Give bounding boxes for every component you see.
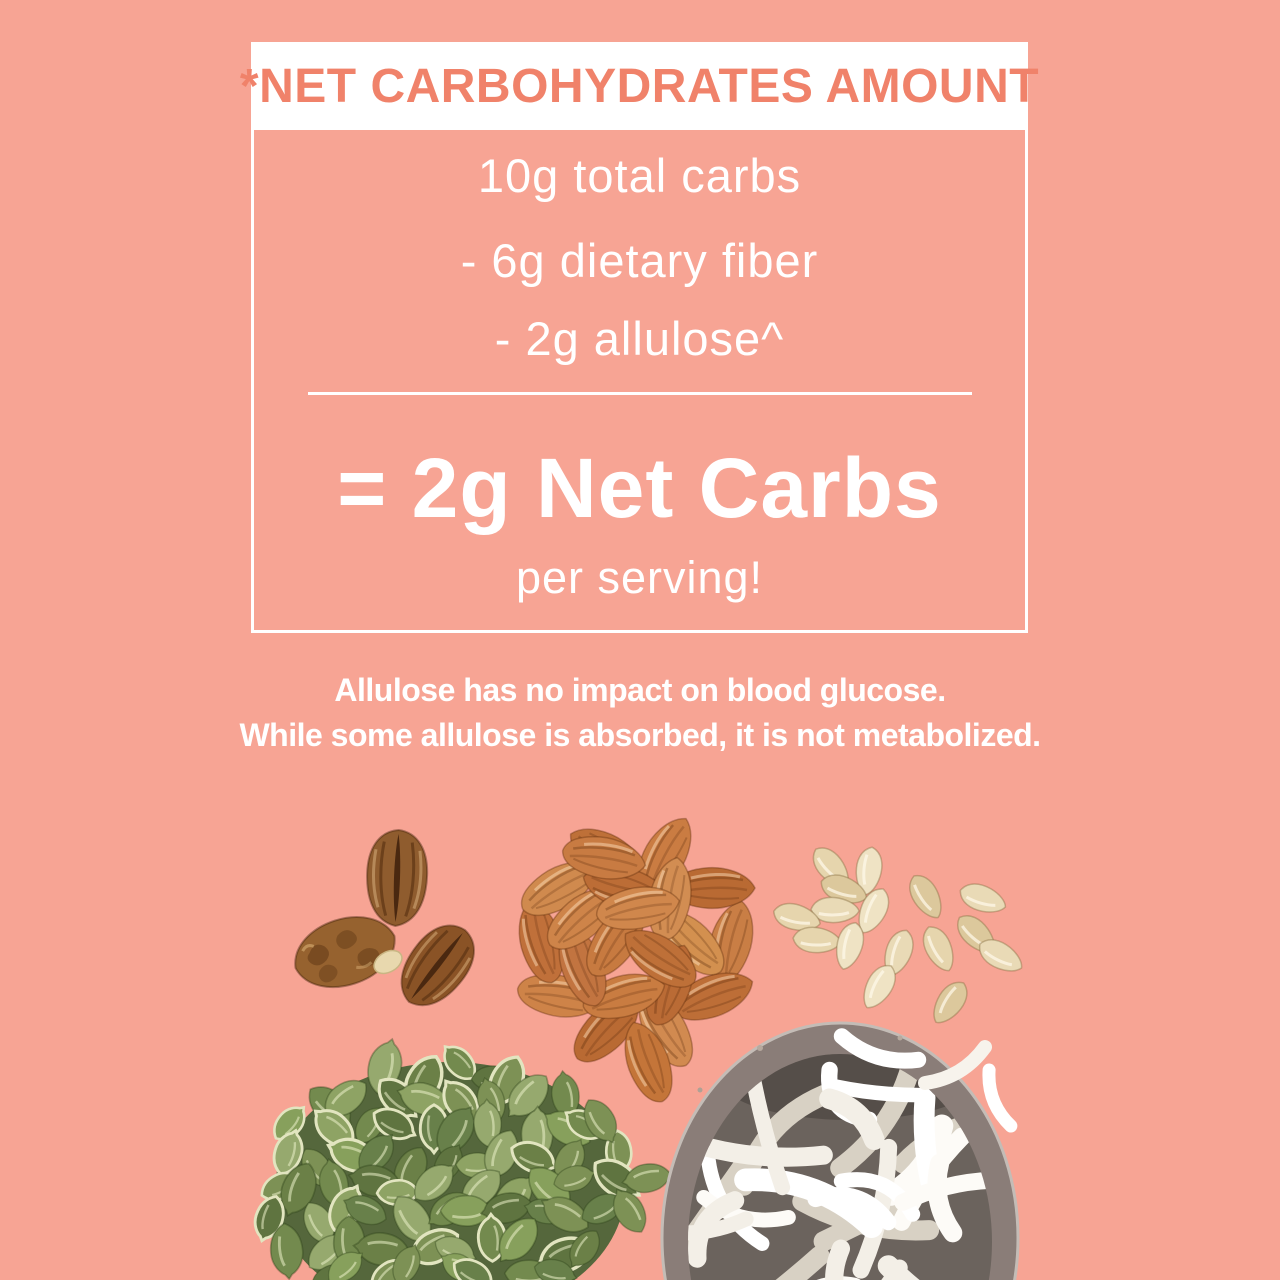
calc-line-allulose: - 2g allulose^: [494, 312, 785, 365]
divider-line: [308, 392, 972, 395]
coconut-flake: [819, 1088, 885, 1151]
footnote-line-1: Allulose has no impact on blood glucose.: [334, 672, 946, 708]
allulose-footnote: Allulose has no impact on blood glucose.…: [0, 668, 1280, 758]
calc-line-dietary-fiber: - 6g dietary fiber: [460, 234, 819, 287]
coconut-flake: [745, 1070, 791, 1196]
pecan-kernel-bit: [373, 949, 403, 975]
coconut-flake: [690, 1135, 833, 1167]
calc-line-total-carbs: 10g total carbs: [477, 149, 802, 202]
almonds-photo: [508, 806, 764, 1110]
seed-kernel: [924, 974, 976, 1032]
pumpkin-seeds-photo: [247, 1033, 675, 1280]
coconut-flake: [927, 1153, 963, 1243]
seed-kernel: [901, 868, 951, 926]
coconut-flake: [688, 1191, 745, 1268]
coconut-flake: [982, 1063, 1018, 1133]
sunflower-seeds-photo: [768, 839, 1030, 1032]
coconut-flakes-overflow: [833, 1028, 1018, 1133]
box-header: *NET CARBOHYDRATES AMOUNT: [240, 42, 1039, 130]
per-serving-note: per serving!: [515, 552, 764, 603]
coconut-flake: [746, 1245, 830, 1280]
coconut-flake: [918, 1040, 992, 1090]
seed-kernel: [954, 877, 1012, 921]
net-carbs-box: *NET CARBOHYDRATES AMOUNT 10g total carb…: [240, 42, 1039, 633]
footnote-line-2: While some allulose is absorbed, it is n…: [239, 717, 1041, 753]
coconut-flake: [830, 1054, 922, 1178]
coconut-flake: [877, 1255, 963, 1280]
net-carbs-result: = 2g Net Carbs: [337, 441, 942, 535]
coconut-flake: [825, 1239, 868, 1280]
pecan-half: [385, 911, 489, 1021]
coconut-flake: [734, 1168, 883, 1239]
coconut-bowl-photo: [660, 1021, 1020, 1280]
seed-kernel: [915, 920, 962, 978]
coconut-flake: [833, 1028, 927, 1069]
box-header-text: *NET CARBOHYDRATES AMOUNT: [239, 59, 1040, 113]
pecans-photo: [283, 827, 489, 1021]
seed-kernel: [790, 924, 844, 957]
coconut-flake: [894, 1171, 992, 1211]
pecan-half: [363, 827, 431, 929]
